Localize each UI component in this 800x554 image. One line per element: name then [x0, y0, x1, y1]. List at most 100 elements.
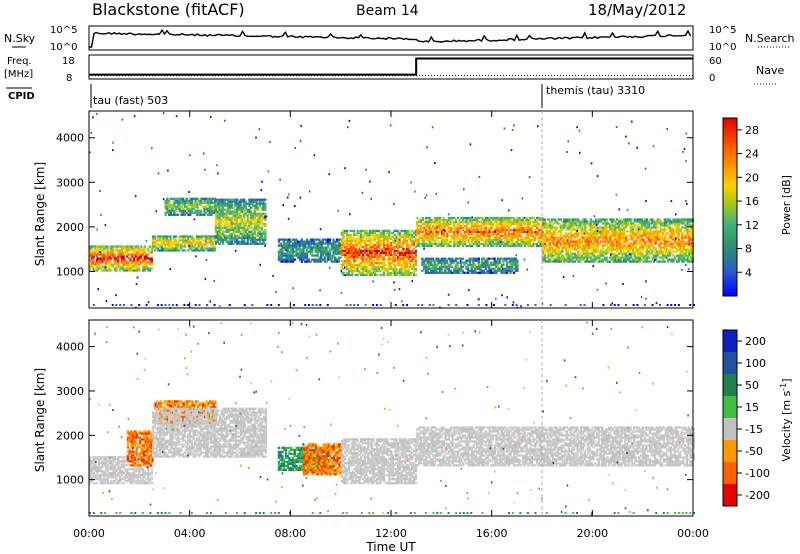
echo-cell [584, 226, 587, 229]
echo-cell [384, 251, 387, 254]
echo-cell [251, 214, 255, 217]
echo-cell [243, 220, 246, 223]
echo-cell [382, 269, 386, 273]
echo-cell [260, 234, 263, 237]
echo-cell [497, 232, 500, 236]
echo-cell [201, 213, 204, 216]
echo-cell [351, 229, 354, 232]
echo-cell [591, 220, 594, 223]
echo-cell [667, 240, 670, 243]
echo-cell [356, 249, 359, 252]
echo-cell [404, 235, 407, 238]
echo-cell [672, 242, 675, 245]
echo-cell [577, 224, 580, 227]
echo-cell [166, 197, 169, 200]
echo-cell [340, 245, 343, 248]
echo-cell [421, 261, 424, 264]
echo-cell [425, 216, 428, 220]
echo-cell [635, 234, 638, 237]
echo-cell [397, 263, 400, 267]
echo-cell [619, 242, 622, 245]
echo-cell [446, 234, 449, 238]
echo-cell [635, 260, 638, 263]
echo-cell [523, 222, 526, 226]
echo-cell [534, 236, 537, 240]
echo-cell [435, 259, 438, 262]
echo-cell [110, 269, 113, 272]
echo-cell [444, 230, 447, 234]
echo-cell [660, 238, 663, 241]
echo-cell [500, 240, 503, 244]
echo-cell [570, 220, 573, 223]
echo-cell [180, 201, 183, 204]
echo-cell [379, 233, 382, 236]
echo-cell [192, 197, 195, 200]
echo-cell [514, 261, 517, 264]
echo-cell [594, 242, 598, 245]
echo-cell [134, 267, 138, 270]
echo-cell [435, 218, 438, 222]
echo-cell [115, 245, 118, 248]
echo-cell [126, 263, 129, 266]
echo-cell [166, 207, 169, 210]
echo-cell [365, 247, 368, 250]
echo-cell [218, 204, 221, 207]
echo-cell [672, 232, 675, 235]
echo-cell [430, 257, 433, 260]
echo-cell [279, 238, 282, 241]
echo-cell [127, 249, 131, 252]
echo-cell [447, 220, 451, 224]
echo-cell [393, 269, 396, 273]
echo-cell [354, 247, 358, 250]
echo-cell [672, 218, 675, 221]
echo-cell [647, 256, 650, 259]
echo-cell [511, 263, 514, 266]
echo-cell [124, 247, 127, 250]
echo-cell [481, 269, 484, 272]
echo-cell [214, 226, 218, 229]
echo-cell [311, 254, 314, 257]
echo-cell [528, 222, 532, 226]
echo-cell [421, 234, 424, 238]
echo-cell [607, 248, 610, 251]
echo-cell [284, 242, 288, 245]
echo-cell [506, 240, 509, 244]
echo-cell [262, 230, 265, 233]
echo-cell [472, 263, 475, 266]
echo-cell [600, 258, 603, 261]
echo-cell [428, 216, 431, 220]
echo-cell [94, 263, 97, 266]
echo-cell [497, 218, 500, 222]
echo-cell [140, 245, 143, 248]
echo-cell [645, 228, 649, 231]
echo-cell [251, 240, 255, 243]
echo-cell [667, 238, 670, 241]
echo-cell [468, 269, 472, 272]
echo-cell [386, 235, 389, 238]
echo-cell [388, 253, 391, 256]
echo-cell [442, 232, 445, 236]
echo-cell [561, 246, 564, 249]
echo-cell [663, 234, 666, 237]
echo-cell [411, 253, 414, 256]
echo-cell [631, 238, 635, 241]
echo-cell [502, 216, 505, 220]
echo-cell [656, 252, 659, 255]
echo-cell [463, 234, 466, 238]
echo-cell [489, 261, 493, 264]
echo-cell [220, 220, 223, 223]
echo-cell [208, 197, 211, 200]
echo-cell [462, 228, 465, 232]
echo-cell [218, 220, 221, 223]
echo-cell [561, 236, 564, 239]
echo-cell [635, 224, 638, 227]
echo-cell [635, 244, 638, 247]
echo-cell [253, 210, 256, 213]
echo-cell [363, 247, 366, 250]
echo-cell [637, 232, 640, 235]
echo-cell [431, 271, 435, 274]
echo-cell [628, 242, 631, 245]
echo-cell [375, 257, 379, 261]
echo-cell [188, 239, 192, 242]
echo-cell [405, 263, 409, 267]
